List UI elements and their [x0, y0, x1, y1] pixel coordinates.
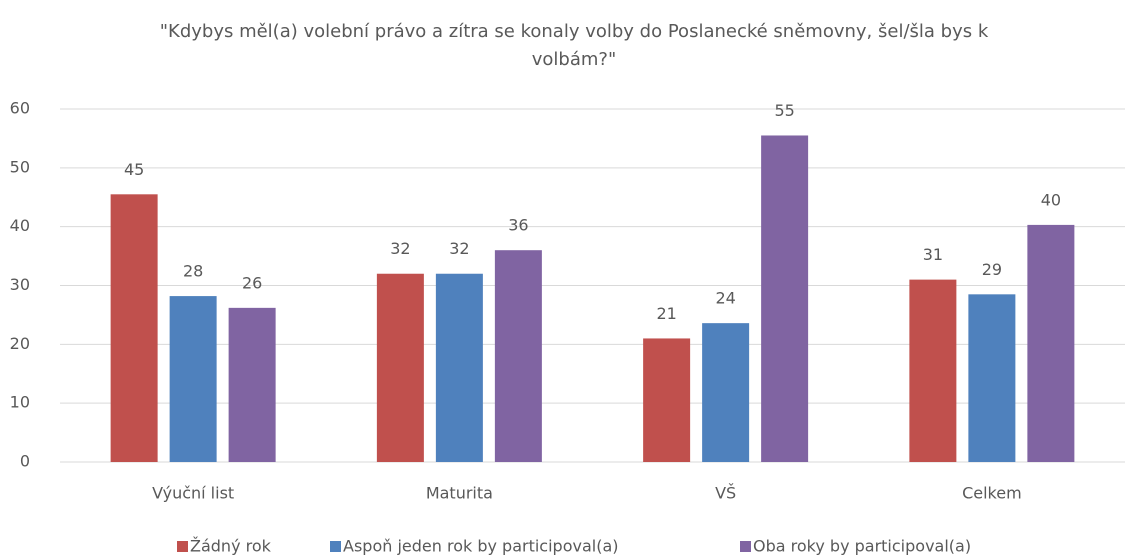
- legend-swatch: [177, 541, 188, 552]
- bar: [494, 250, 542, 462]
- bar: [110, 194, 158, 462]
- data-label: 31: [923, 245, 943, 264]
- x-tick-label: VŠ: [715, 484, 736, 503]
- bar: [169, 296, 217, 462]
- data-label: 26: [242, 273, 262, 292]
- chart-title: "Kdybys měl(a) volební právo a zítra se …: [159, 21, 989, 70]
- bar: [1027, 224, 1075, 462]
- y-tick-label: 60: [10, 99, 30, 118]
- bar: [228, 307, 276, 462]
- data-label: 21: [656, 304, 676, 323]
- legend-label: Oba roky by participoval(a): [753, 537, 971, 556]
- data-label: 55: [774, 101, 794, 120]
- data-label: 24: [715, 289, 735, 308]
- legend-label: Žádný rok: [190, 537, 272, 556]
- data-label: 45: [124, 160, 144, 179]
- y-tick-label: 40: [10, 216, 30, 235]
- x-tick-label: Výuční list: [152, 484, 234, 503]
- y-tick-label: 30: [10, 275, 30, 294]
- bar: [643, 338, 691, 462]
- y-tick-label: 20: [10, 334, 30, 353]
- data-label: 28: [183, 262, 203, 281]
- bar: [435, 273, 483, 462]
- x-tick-label: Celkem: [962, 484, 1022, 503]
- bar: [702, 323, 750, 462]
- bar: [968, 294, 1016, 462]
- data-label: 32: [390, 239, 410, 258]
- legend-swatch: [740, 541, 751, 552]
- bar: [909, 279, 957, 462]
- data-label: 29: [982, 260, 1002, 279]
- data-label: 40: [1041, 190, 1061, 209]
- y-tick-label: 0: [20, 452, 30, 471]
- bar: [761, 135, 809, 462]
- legend-label: Aspoň jeden rok by participoval(a): [343, 537, 619, 556]
- x-tick-label: Maturita: [426, 484, 493, 503]
- y-tick-label: 50: [10, 157, 30, 176]
- data-label: 36: [508, 216, 528, 235]
- legend-swatch: [330, 541, 341, 552]
- bar: [376, 273, 424, 462]
- data-label: 32: [449, 239, 469, 258]
- y-tick-label: 10: [10, 393, 30, 412]
